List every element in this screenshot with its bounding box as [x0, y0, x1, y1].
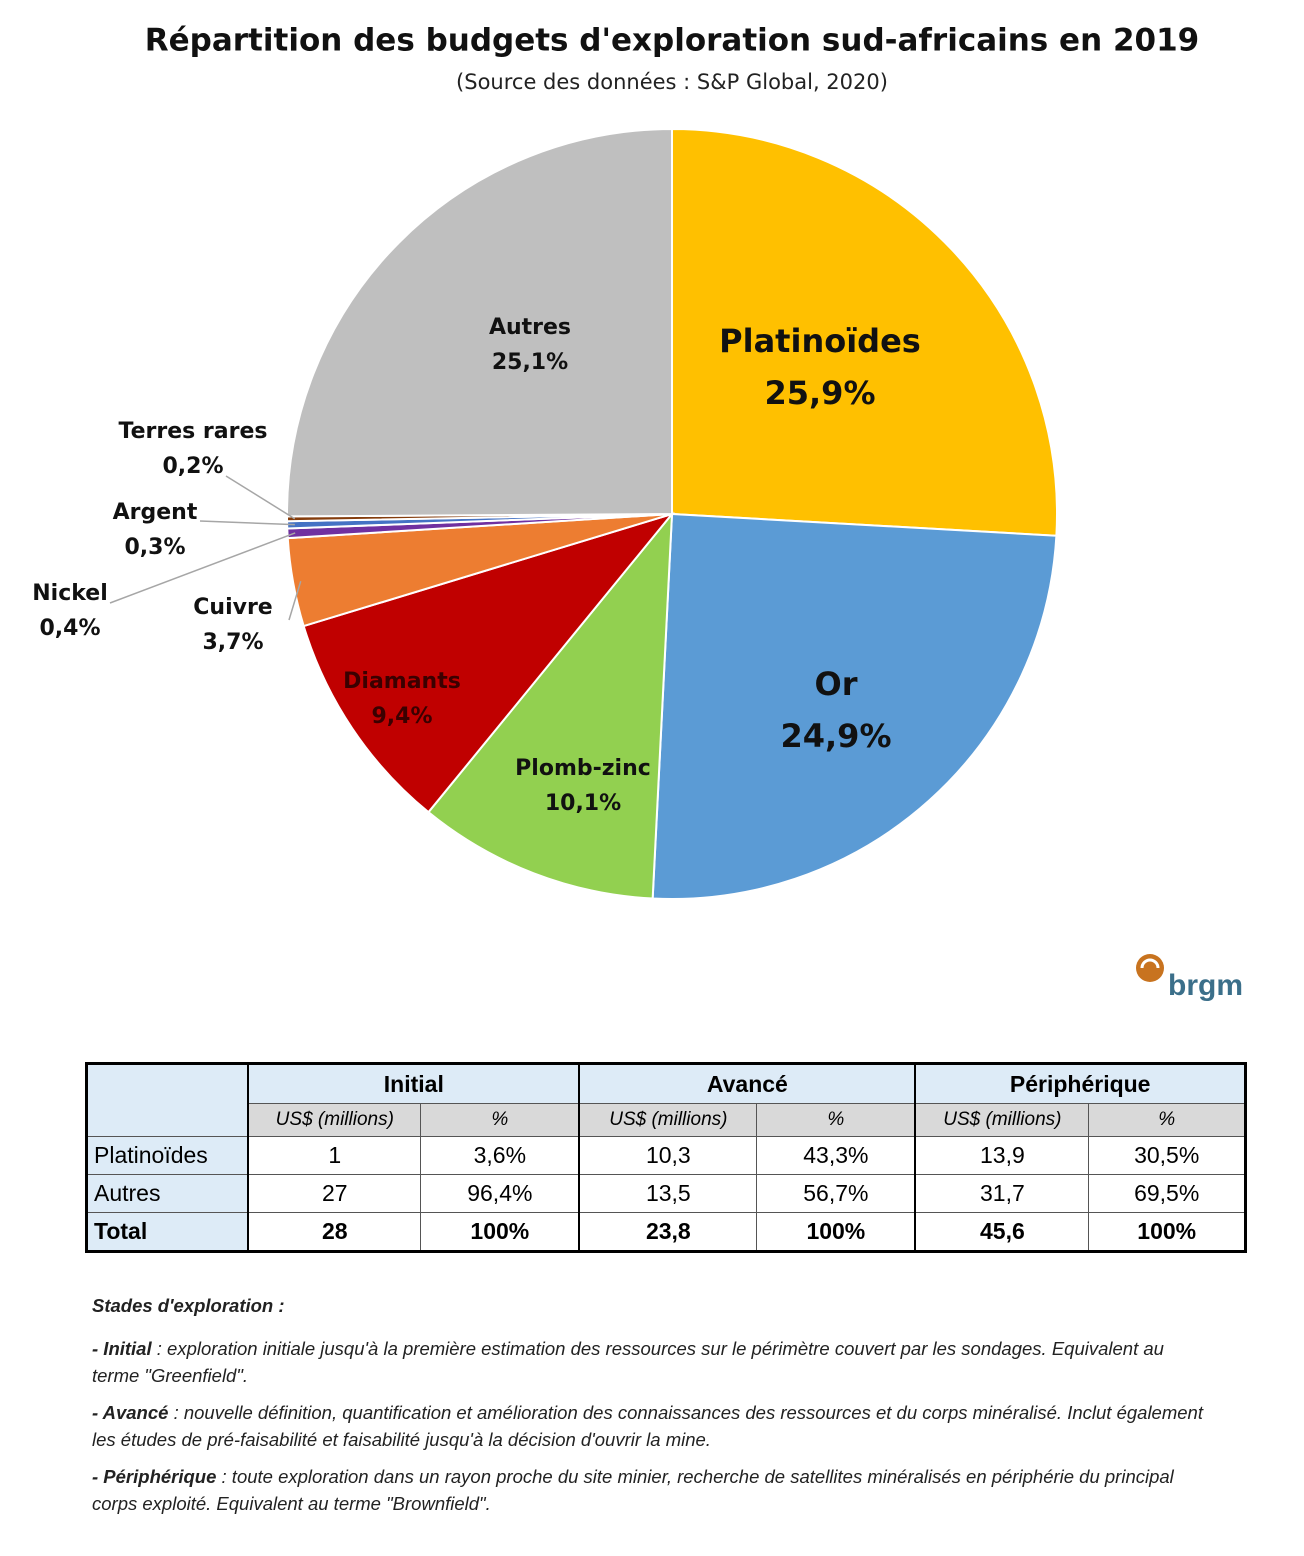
- table-cell: 56,7%: [756, 1174, 916, 1213]
- data-label-value: 3,7%: [202, 630, 263, 655]
- note-text: : nouvelle définition, quantification et…: [92, 1402, 1203, 1450]
- group-header: Avancé: [578, 1063, 916, 1104]
- row-label: Autres: [86, 1174, 249, 1213]
- data-label-value: 25,9%: [764, 374, 875, 412]
- chart: Répartition des budgets d'exploration su…: [32, 23, 1243, 1002]
- table-cell: 30,5%: [1088, 1136, 1246, 1175]
- table-cell: 13,9: [914, 1136, 1090, 1175]
- data-label-name: Autres: [489, 315, 571, 340]
- note-term: - Périphérique: [92, 1466, 217, 1487]
- data-label-name: Diamants: [343, 669, 461, 694]
- notes: Stades d'exploration : - Initial : explor…: [92, 1292, 1212, 1527]
- table-cell: 13,5: [578, 1174, 758, 1213]
- table-cell: 23,8: [578, 1212, 758, 1252]
- pie-slice: [651, 512, 1058, 900]
- table-cell: 31,7: [914, 1174, 1090, 1213]
- table-cell: 100%: [756, 1212, 916, 1252]
- note-item: - Périphérique : toute exploration dans …: [92, 1463, 1212, 1517]
- corner-cell: [86, 1063, 249, 1137]
- pie-slice: [302, 512, 675, 814]
- logo-text: brgm: [1168, 969, 1243, 1002]
- pie-slice: [286, 127, 673, 518]
- data-label-value: 9,4%: [371, 704, 432, 729]
- table-cell: 27: [247, 1174, 422, 1213]
- data-label-name: Platinoïdes: [719, 322, 921, 360]
- data-label-name: Cuivre: [193, 595, 272, 620]
- note-term: - Initial: [92, 1338, 152, 1359]
- table-row: Total 28 100% 23,8 100% 45,6 100%: [86, 1212, 1246, 1252]
- logo-icon-arc: [1140, 958, 1160, 969]
- subheader: US$ (millions): [914, 1103, 1090, 1137]
- chart-title: Répartition des budgets d'exploration su…: [145, 23, 1199, 59]
- table-cell: 10,3: [578, 1136, 758, 1175]
- table-cell: 1: [247, 1136, 422, 1175]
- note-term: - Avancé: [92, 1402, 169, 1423]
- note-item: - Initial : exploration initiale jusqu'à…: [92, 1335, 1212, 1389]
- table-cell: 43,3%: [756, 1136, 916, 1175]
- note-text: : exploration initiale jusqu'à la premiè…: [92, 1338, 1164, 1386]
- table-row: Platinoïdes 1 3,6% 10,3 43,3% 13,9 30,5%: [86, 1136, 1246, 1175]
- group-header: Périphérique: [914, 1063, 1247, 1104]
- table-row: Autres 27 96,4% 13,5 56,7% 31,7 69,5%: [86, 1174, 1246, 1213]
- subheader: %: [756, 1103, 916, 1137]
- data-label-name: Or: [815, 665, 858, 703]
- data-label-name: Argent: [113, 500, 198, 525]
- table-cell: 45,6: [914, 1212, 1090, 1252]
- leader-line: [109, 532, 296, 604]
- table-cell: 100%: [1088, 1212, 1246, 1252]
- data-label-value: 0,2%: [162, 454, 223, 479]
- header-row: Initial Avancé Périphérique: [86, 1063, 1247, 1137]
- table-cell: 28: [247, 1212, 422, 1252]
- table-cell: 3,6%: [420, 1136, 580, 1175]
- note-item: - Avancé : nouvelle définition, quantifi…: [92, 1399, 1212, 1453]
- chart-subtitle: (Source des données : S&P Global, 2020): [456, 70, 888, 94]
- data-table: Initial Avancé Périphérique US$ (millions)%…: [85, 1062, 1247, 1253]
- data-label-value: 10,1%: [545, 791, 621, 816]
- data-label-name: Terres rares: [119, 419, 268, 444]
- leader-line: [288, 580, 302, 621]
- group-header: Initial: [247, 1063, 580, 1104]
- data-label-value: 0,3%: [124, 535, 185, 560]
- subheader: US$ (millions): [247, 1103, 422, 1137]
- data-label-value: 0,4%: [39, 616, 100, 641]
- table-cell: 69,5%: [1088, 1174, 1246, 1213]
- subheader: %: [1088, 1103, 1246, 1137]
- leader-line: [199, 520, 295, 526]
- row-label: Total: [86, 1212, 249, 1252]
- row-label: Platinoïdes: [86, 1136, 249, 1175]
- pie-slice: [427, 511, 674, 900]
- table-cell: 96,4%: [420, 1174, 580, 1213]
- note-text: : toute exploration dans un rayon proche…: [92, 1466, 1174, 1514]
- subheader-row: US$ (millions)% US$ (millions)% US$ (milli…: [87, 1103, 1246, 1137]
- logo-icon: [1136, 954, 1164, 982]
- notes-title: Stades d'exploration :: [92, 1295, 285, 1316]
- logo: brgm: [1136, 954, 1243, 1002]
- subheader: US$ (millions): [578, 1103, 758, 1137]
- data-label-name: Plomb-zinc: [515, 756, 651, 781]
- pie-slice: [671, 127, 1058, 537]
- subheader: %: [420, 1103, 580, 1137]
- data-label-value: 25,1%: [492, 350, 568, 375]
- data-label-value: 24,9%: [780, 717, 891, 755]
- leader-line: [225, 475, 296, 520]
- data-label-name: Nickel: [32, 581, 108, 606]
- table-cell: 100%: [420, 1212, 580, 1252]
